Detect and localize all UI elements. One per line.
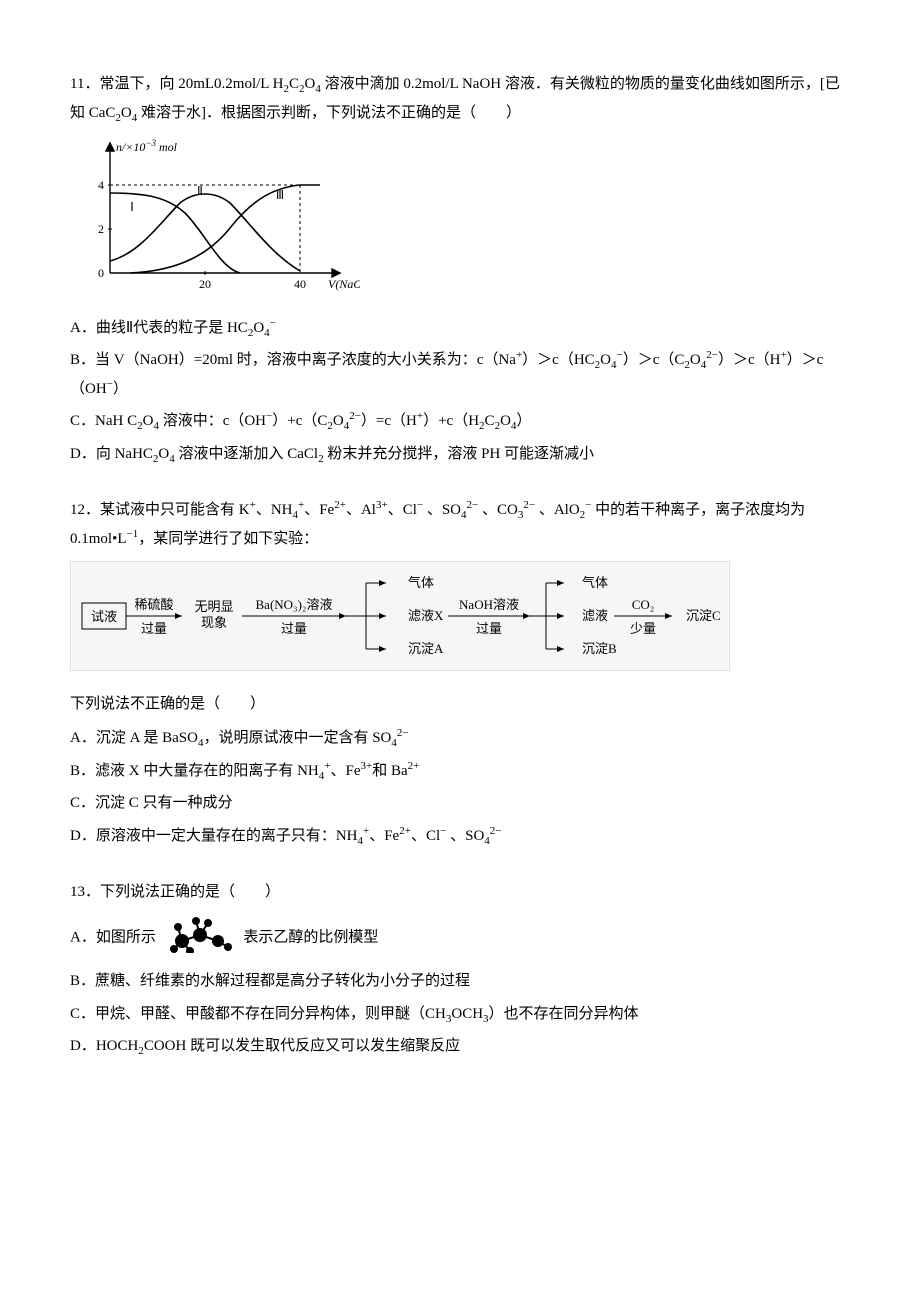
- q11-stem: 11．常温下，向 20mL0.2mol/L H2C2O4 溶液中滴加 0.2mo…: [70, 70, 850, 127]
- svg-text:0: 0: [98, 266, 104, 280]
- t: C．NaH C: [70, 413, 137, 429]
- t: COOH 既可以发生取代反应又可以发生缩聚反应: [144, 1038, 460, 1054]
- t: ）=c（H: [361, 413, 417, 429]
- t: 、SO: [423, 502, 461, 518]
- svg-text:现象: 现象: [201, 615, 227, 630]
- q12-opt-A: A．沉淀 A 是 BaSO4，说明原试液中一定含有 SO42−: [70, 724, 850, 753]
- t: D．向 NaHC: [70, 446, 153, 462]
- t: ）＞c（H: [718, 352, 781, 368]
- t: ）: [516, 413, 531, 429]
- t: 常温下，向 20mL0.2mol/L H: [99, 76, 283, 92]
- svg-text:试液: 试液: [91, 609, 117, 624]
- svg-text:Ⅰ: Ⅰ: [130, 200, 134, 214]
- q12-stem: 12．某试液中只可能含有 K+、NH4+、Fe2+、Al3+、Cl− 、SO42…: [70, 496, 850, 553]
- q11-opt-B: B．当 V（NaOH）=20ml 时，溶液中离子浓度的大小关系为：c（Na+）＞…: [70, 346, 850, 403]
- q11-opt-C: C．NaH C2O4 溶液中：c（OH−）+c（C2O42−）=c（H+）+c（…: [70, 407, 850, 436]
- svg-text:沉淀B: 沉淀B: [582, 641, 617, 656]
- t: D．原溶液中一定大量存在的离子只有：NH: [70, 828, 358, 844]
- q11-opt-A: A．曲线Ⅱ代表的粒子是 HC2O4−: [70, 314, 850, 343]
- svg-text:滤液: 滤液: [582, 608, 608, 623]
- svg-text:过量: 过量: [476, 621, 502, 636]
- t: 下列说法正确的是（ ）: [100, 884, 280, 900]
- t: A．沉淀 A 是 BaSO: [70, 730, 198, 746]
- svg-text:40: 40: [294, 277, 306, 291]
- q12-flowchart: 试液 稀硫酸 过量 无明显 现象 Ba(NO₃)₂溶液 过量 气体 滤液X 沉淀…: [70, 561, 850, 682]
- t: ）＞c（HC: [522, 352, 595, 368]
- q12-opt-C: C．沉淀 C 只有一种成分: [70, 789, 850, 818]
- t: ，说明原试液中一定含有 SO: [203, 730, 391, 746]
- q11-opt-D: D．向 NaHC2O4 溶液中逐渐加入 CaCl2 粉末并充分搅拌，溶液 PH …: [70, 440, 850, 469]
- svg-text:Ⅱ: Ⅱ: [197, 184, 203, 198]
- q12-opt-B: B．滤液 X 中大量存在的阳离子有 NH4+、Fe3+和 Ba2+: [70, 757, 850, 786]
- question-13: 13．下列说法正确的是（ ） A．如图所示: [70, 878, 850, 1061]
- t: 表示乙醇的比例模型: [243, 929, 378, 945]
- q13-opt-A: A．如图所示: [70, 913, 850, 964]
- t: OCH: [451, 1006, 483, 1022]
- q13-opt-D: D．HOCH2COOH 既可以发生取代反应又可以发生缩聚反应: [70, 1032, 850, 1061]
- svg-text:4: 4: [98, 178, 104, 192]
- svg-text:少量: 少量: [630, 621, 656, 636]
- svg-text:NaOH溶液: NaOH溶液: [459, 597, 519, 612]
- t: 、Al: [346, 502, 376, 518]
- svg-text:Ⅲ: Ⅲ: [276, 188, 284, 202]
- t: B．当 V（NaOH）=20ml 时，溶液中离子浓度的大小关系为：c（Na: [70, 352, 516, 368]
- question-12: 12．某试液中只可能含有 K+、NH4+、Fe2+、Al3+、Cl− 、SO42…: [70, 496, 850, 850]
- svg-text:20: 20: [199, 277, 211, 291]
- t: ）+c（C: [272, 413, 327, 429]
- q13-opt-B: B．蔗糖、纤维素的水解过程都是高分子转化为小分子的过程: [70, 967, 850, 996]
- t: 、NH: [256, 502, 293, 518]
- q12-tail: 下列说法不正确的是（ ）: [70, 690, 850, 719]
- t: A．如图所示: [70, 929, 156, 945]
- q11-num: 11．: [70, 76, 99, 92]
- t: ）也不存在同分异构体: [489, 1006, 639, 1022]
- svg-text:过量: 过量: [281, 621, 307, 636]
- svg-text:稀硫酸: 稀硫酸: [134, 597, 173, 612]
- svg-text:CO₂: CO₂: [632, 597, 655, 612]
- q13-opt-C: C．甲烷、甲醛、甲酸都不存在同分异构体，则甲醚（CH3OCH3）也不存在同分异构…: [70, 1000, 850, 1029]
- t: 、Fe: [304, 502, 334, 518]
- svg-text:2: 2: [98, 222, 104, 236]
- t: ）+c（H: [423, 413, 479, 429]
- svg-text:沉淀C: 沉淀C: [686, 608, 721, 623]
- t: 、Fe: [330, 763, 360, 779]
- q12-num: 12．: [70, 502, 100, 518]
- t: 、CO: [478, 502, 518, 518]
- ethanol-model-icon: [164, 913, 236, 964]
- t: 、AlO: [535, 502, 580, 518]
- t: 溶液中：c（OH: [163, 413, 266, 429]
- question-11: 11．常温下，向 20mL0.2mol/L H2C2O4 溶液中滴加 0.2mo…: [70, 70, 850, 468]
- svg-text:无明显: 无明显: [194, 599, 233, 614]
- t: 、Cl: [388, 502, 417, 518]
- t: 、SO: [446, 828, 484, 844]
- t: ）: [113, 381, 128, 397]
- t: 、Cl: [411, 828, 440, 844]
- svg-text:滤液X: 滤液X: [408, 608, 444, 623]
- t: 和 Ba: [372, 763, 407, 779]
- svg-text:过量: 过量: [141, 621, 167, 636]
- t: C．甲烷、甲醛、甲酸都不存在同分异构体，则甲醚（CH: [70, 1006, 446, 1022]
- t: 、Fe: [369, 828, 399, 844]
- svg-text:气体: 气体: [582, 575, 608, 590]
- q11-chart: n/×10−3 mol 0 2 4 20 40 V(NaOH): [70, 133, 850, 304]
- t: ）＞c（C: [623, 352, 685, 368]
- t: D．HOCH: [70, 1038, 138, 1054]
- svg-text:Ba(NO₃)₂溶液: Ba(NO₃)₂溶液: [256, 597, 333, 612]
- q12-opt-D: D．原溶液中一定大量存在的离子只有：NH4+、Fe2+、Cl− 、SO42−: [70, 822, 850, 851]
- q13-num: 13．: [70, 884, 100, 900]
- t: ，某同学进行了如下实验：: [138, 531, 318, 547]
- svg-text:沉淀A: 沉淀A: [408, 641, 444, 656]
- t: A．曲线Ⅱ代表的粒子是 HC: [70, 320, 248, 336]
- svg-text:气体: 气体: [408, 575, 434, 590]
- t: 难溶于水]．根据图示判断，下列说法不正确的是（ ）: [141, 105, 521, 121]
- t: B．滤液 X 中大量存在的阳离子有 NH: [70, 763, 319, 779]
- svg-text:V(NaOH): V(NaOH): [328, 277, 360, 291]
- t: 某试液中只可能含有 K: [100, 502, 250, 518]
- t: 粉末并充分搅拌，溶液 PH 可能逐渐减小: [327, 446, 594, 462]
- q13-stem: 13．下列说法正确的是（ ）: [70, 878, 850, 907]
- t: 溶液中逐渐加入 CaCl: [179, 446, 319, 462]
